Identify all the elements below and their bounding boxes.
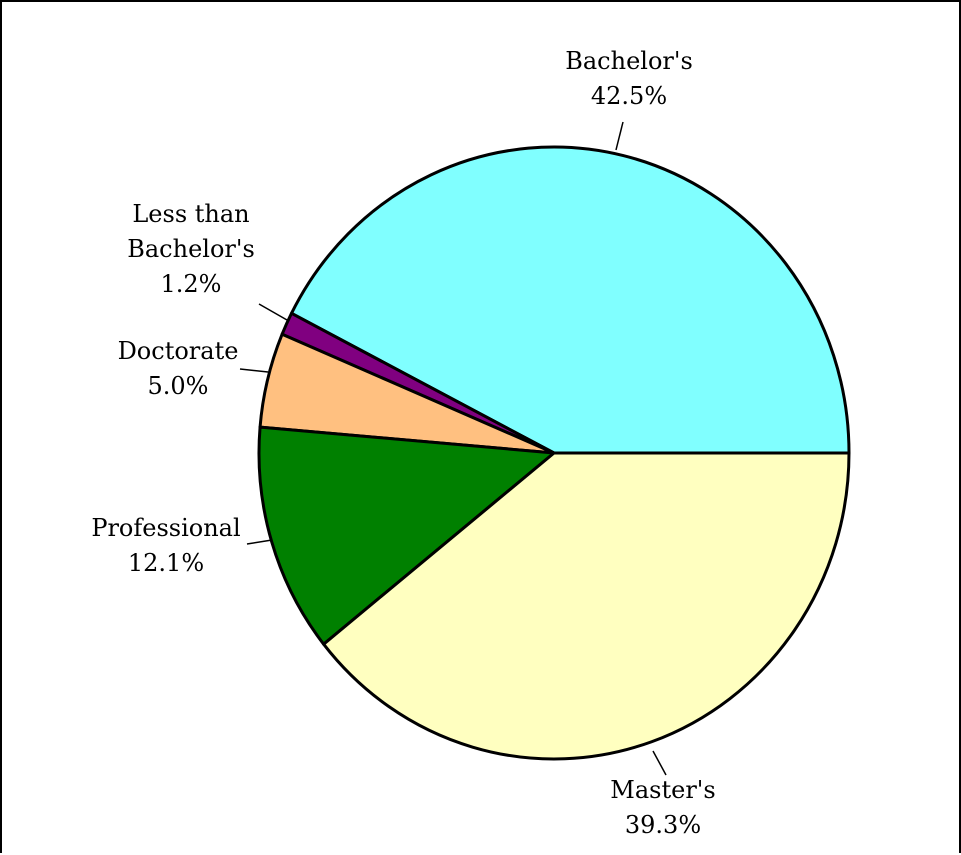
slice-name-label: Master's (610, 776, 715, 804)
leader-line-master-s (652, 750, 667, 776)
leader-lines (239, 121, 667, 776)
slice-label-bachelor-s: Bachelor's 42.5% (565, 47, 693, 110)
leader-line-bachelor-s (615, 121, 624, 151)
slice-name-label: Bachelor's (565, 47, 693, 75)
slice-label-doctorate: Doctorate 5.0% (118, 337, 239, 400)
slice-percent-label: 12.1% (128, 549, 204, 577)
slice-name-label: Doctorate (118, 337, 239, 365)
leader-line-doctorate (239, 368, 269, 373)
slice-labels: Bachelor's 42.5% Less than Bachelor's 1.2% Do… (91, 47, 715, 839)
leader-line-professional (246, 539, 273, 545)
pie-slices (257, 145, 851, 761)
slice-percent-label: 42.5% (591, 82, 667, 110)
slice-percent-label: 39.3% (625, 811, 701, 839)
slice-name-label: Bachelor's (127, 235, 255, 263)
slice-label-professional: Professional 12.1% (91, 514, 240, 577)
slice-percent-label: 1.2% (161, 270, 222, 298)
slice-name-label: Less than (132, 200, 249, 228)
pie-slice-professional (257, 425, 556, 646)
slice-label-less-than-bachelor-s: Less than Bachelor's 1.2% (127, 200, 255, 298)
slice-percent-label: 5.0% (148, 372, 209, 400)
slice-label-master-s: Master's 39.3% (610, 776, 715, 839)
pie-slice-master-s (322, 451, 851, 761)
leader-line-less-than-bachelor-s (258, 303, 288, 321)
slice-name-label: Professional (91, 514, 240, 542)
pie-slice-bachelor-s (290, 145, 851, 455)
